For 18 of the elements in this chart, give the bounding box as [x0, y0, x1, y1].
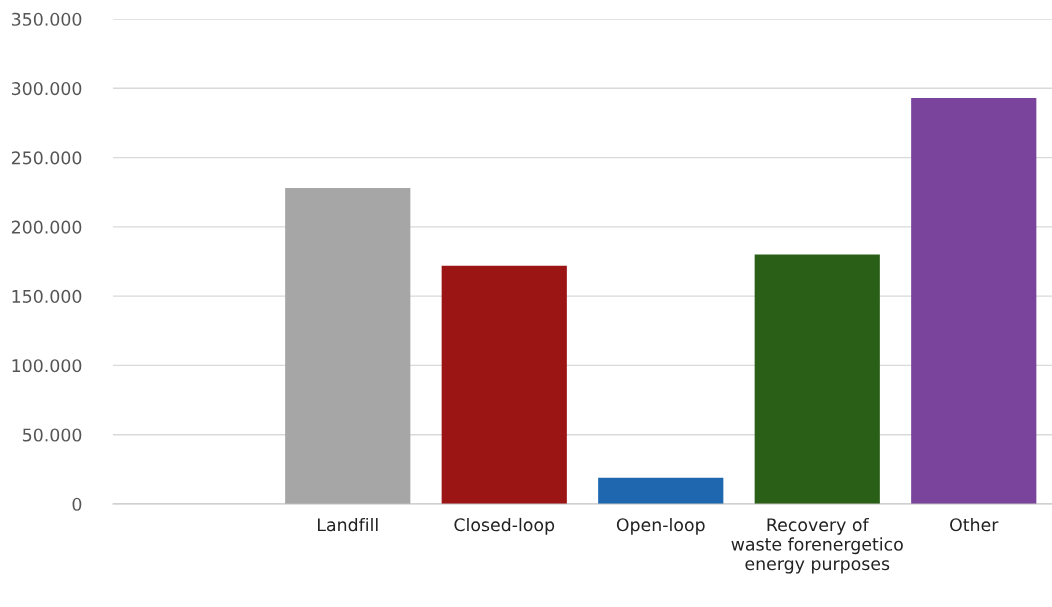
x-tick-label: Landfill [317, 517, 378, 532]
bar [911, 97, 1037, 504]
bar [754, 254, 880, 504]
x-tick-label: Other [950, 517, 999, 532]
bar [598, 477, 724, 504]
x-tick-label: Open-loop [616, 517, 705, 535]
y-tick-label: 50.000 [23, 428, 82, 442]
bar [285, 188, 411, 504]
y-tick-label: 300.000 [11, 82, 82, 96]
y-tick-label: 150.000 [12, 289, 82, 303]
x-tick-label: Recovery of waste forenergetico energy purposes [731, 517, 903, 574]
y-tick-label: 350.000 [11, 12, 82, 26]
x-tick-label: Closed-loop [454, 517, 555, 535]
bar [441, 265, 567, 504]
y-tick-label: 250.000 [11, 151, 82, 165]
y-tick-label: 200.000 [11, 220, 82, 234]
y-tick-label: 0 [72, 497, 82, 511]
y-tick-label: 100.000 [12, 359, 82, 373]
